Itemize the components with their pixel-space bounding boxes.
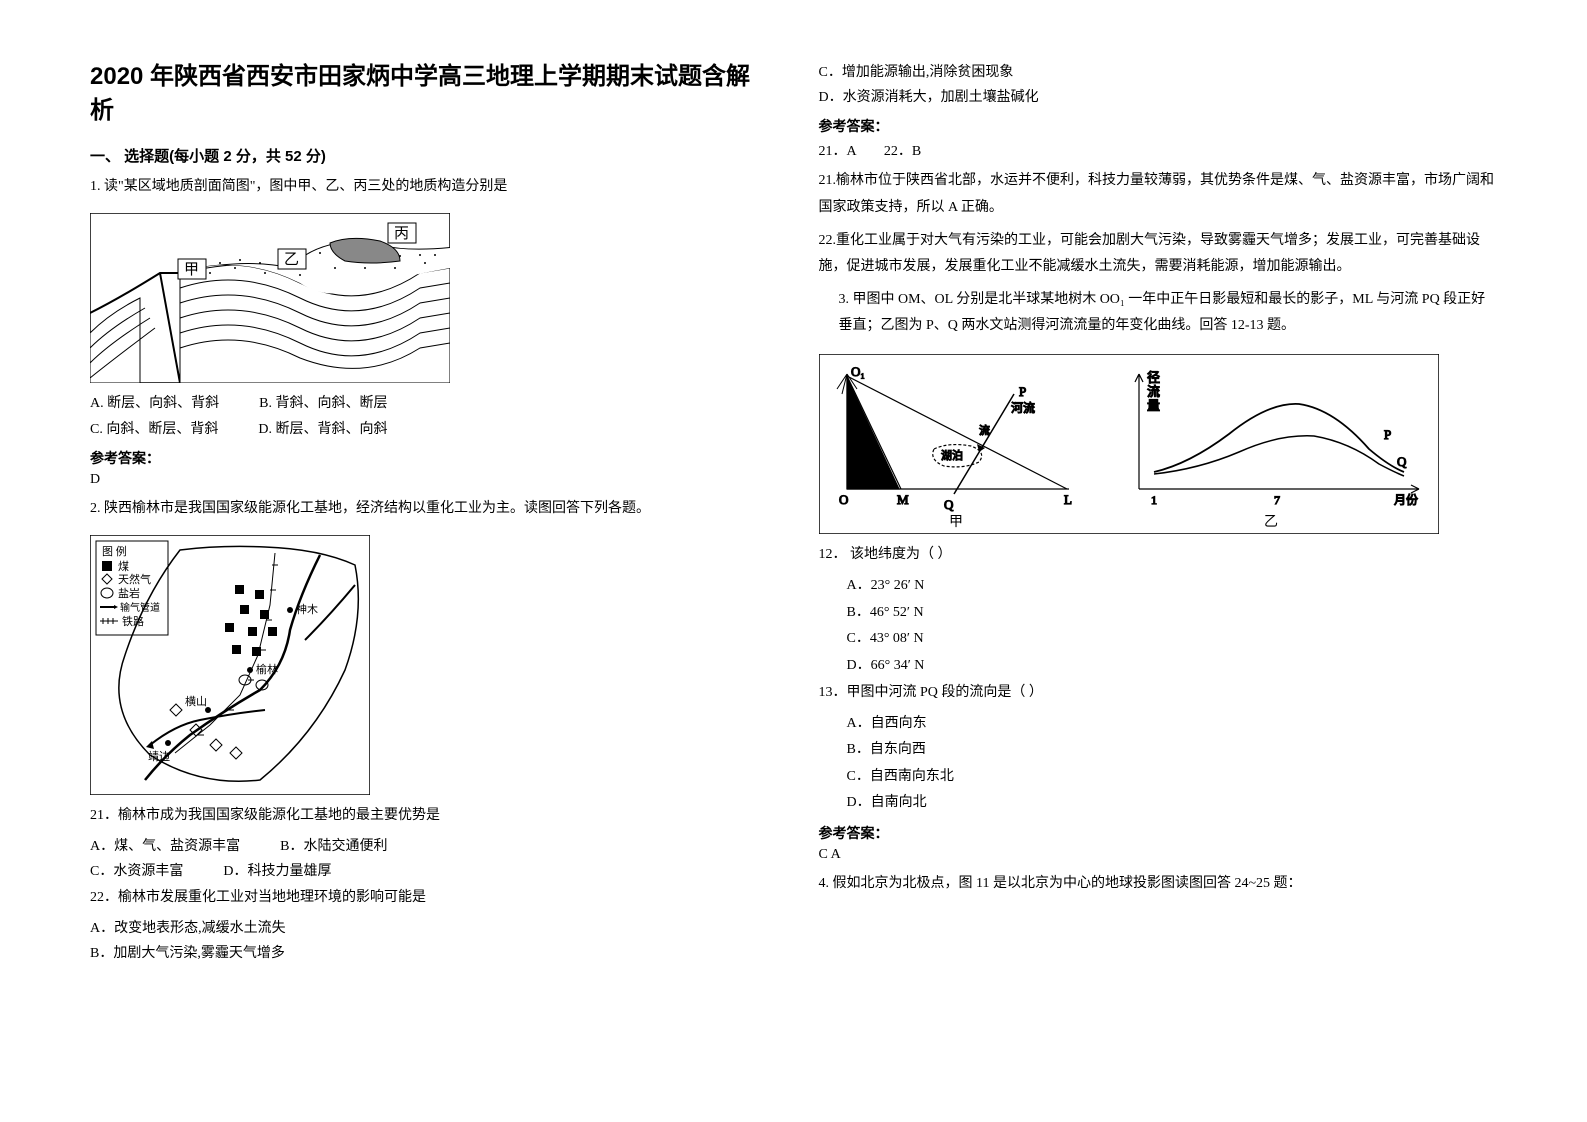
label-flow: 流 (979, 423, 990, 437)
q1-figure: 甲 乙 丙 (90, 213, 769, 383)
q1-options-row1: A. 断层、向斜、背斜 B. 背斜、向斜、断层 (90, 391, 769, 416)
legend-salt: 盐岩 (118, 586, 140, 600)
label-O: O (839, 492, 848, 507)
q12-optB: B．46° 52′ N (847, 600, 1498, 627)
q22-optC: C．增加能源输出,消除贫困现象 (819, 60, 1498, 85)
label-lake: 湖泊 (941, 449, 963, 462)
city-jingbian: 靖边 (148, 750, 170, 763)
xlabel: 月份 (1394, 493, 1418, 507)
legend-rail: 铁路 (122, 615, 144, 628)
q13-optA: A．自西向东 (847, 711, 1498, 738)
label-yi: 乙 (284, 252, 299, 268)
document-title: 2020 年陕西省西安市田家炳中学高三地理上学期期末试题含解析 (90, 60, 769, 127)
label-M: M (897, 492, 909, 507)
q12-optA: A．23° 26′ N (847, 573, 1498, 600)
q22-optB: B．加剧大气污染,雾霾天气增多 (90, 941, 769, 966)
q1-options-row2: C. 向斜、断层、背斜 D. 断层、背斜、向斜 (90, 417, 769, 442)
q1-optB: B. 背斜、向斜、断层 (259, 391, 387, 416)
q4-stem: 4. 假如北京为北极点，图 11 是以北京为中心的地球投影图读图回答 24~25… (819, 871, 1498, 896)
q1-answer-label: 参考答案： (90, 448, 769, 468)
label-L: L (1064, 492, 1072, 507)
legend-coal: 煤 (118, 560, 129, 573)
label-alpha: 3α (861, 473, 873, 485)
city-hengshan: 横山 (185, 694, 207, 708)
label-yi-caption: 乙 (1264, 514, 1278, 530)
q3-stem: 3. 甲图中 OM、OL 分别是北半球某地树木 OO₁ 一年中正午日影最短和最长… (839, 287, 1498, 340)
q2-answers: 21．A 22．B (819, 140, 1498, 160)
q3-answer-label: 参考答案： (819, 823, 1498, 843)
q1-optA: A. 断层、向斜、背斜 (90, 391, 219, 416)
q1-answer: D (90, 472, 769, 488)
q12-optC: C．43° 08′ N (847, 626, 1498, 653)
q21-options-row2: C．水资源丰富 D．科技力量雄厚 (90, 859, 769, 884)
q21-optD: D．科技力量雄厚 (223, 859, 331, 884)
label-Q-jia: Q (944, 497, 954, 512)
q3-answer: C A (819, 847, 1498, 863)
xtick-1: 1 (1151, 493, 1157, 507)
q2-answer-label: 参考答案： (819, 116, 1498, 136)
label-river: 河流 (1011, 401, 1035, 415)
ylabel1: 径 (1147, 370, 1160, 385)
label-Q: Q (1397, 454, 1407, 469)
q2-figure: 图 例 煤 天然气 盐岩 输气管道 铁路 (90, 535, 769, 795)
q21-optA: A．煤、气、盐资源丰富 (90, 834, 240, 859)
label-P-jia: P (1019, 384, 1026, 399)
yulin-map: 图 例 煤 天然气 盐岩 输气管道 铁路 (90, 535, 370, 795)
label-P: P (1384, 427, 1391, 442)
q21-optC: C．水资源丰富 (90, 859, 183, 884)
q13-optD: D．自南向北 (847, 790, 1498, 817)
section-header: 一、 选择题(每小题 2 分，共 52 分) (90, 145, 769, 166)
q2-exp1: 21.榆林市位于陕西省北部，水运并不便利，科技力量较薄弱，其优势条件是煤、气、盐… (819, 168, 1498, 221)
q2-stem: 2. 陕西榆林市是我国国家级能源化工基地，经济结构以重化工业为主。读图回答下列各… (90, 496, 769, 521)
q3-diagrams: O₁ O M L 3α P 河流 Q (819, 354, 1439, 534)
q21-options-row1: A．煤、气、盐资源丰富 B．水陆交通便利 (90, 834, 769, 859)
q12-stem: 12． 该地纬度为（ ） (819, 542, 1498, 567)
label-O1: O₁ (851, 364, 865, 379)
label-jia-caption: 甲 (949, 515, 963, 530)
ylabel3: 量 (1147, 398, 1160, 413)
right-column: C．增加能源输出,消除贫困现象 D．水资源消耗大，加剧土壤盐碱化 参考答案： 2… (819, 60, 1498, 1082)
legend-gas: 天然气 (118, 572, 151, 586)
q22-optA: A．改变地表形态,减缓水土流失 (90, 916, 769, 941)
q1-optD: D. 断层、背斜、向斜 (258, 417, 387, 442)
left-column: 2020 年陕西省西安市田家炳中学高三地理上学期期末试题含解析 一、 选择题(每… (90, 60, 769, 1082)
q3-figure: O₁ O M L 3α P 河流 Q (819, 354, 1498, 534)
q13-optB: B．自东向西 (847, 737, 1498, 764)
q1-stem: 1. 读"某区域地质剖面简图"，图中甲、乙、丙三处的地质构造分别是 (90, 174, 769, 199)
legend-title: 图 例 (102, 544, 127, 558)
q12-optD: D．66° 34′ N (847, 653, 1498, 680)
q13-optC: C．自西南向东北 (847, 764, 1498, 791)
ylabel2: 流 (1147, 384, 1160, 399)
geology-cross-section: 甲 乙 丙 (90, 213, 450, 383)
city-yulin: 榆林 (256, 662, 278, 676)
xtick-7: 7 (1274, 493, 1280, 507)
label-jia: 甲 (184, 262, 199, 278)
q1-optC: C. 向斜、断层、背斜 (90, 417, 218, 442)
q22-stem: 22．榆林市发展重化工业对当地地理环境的影响可能是 (90, 885, 769, 910)
q21-optB: B．水陆交通便利 (280, 834, 387, 859)
q21-stem: 21．榆林市成为我国国家级能源化工基地的最主要优势是 (90, 803, 769, 828)
legend-pipeline: 输气管道 (120, 601, 160, 614)
q22-optD: D．水资源消耗大，加剧土壤盐碱化 (819, 85, 1498, 110)
q2-exp2: 22.重化工业属于对大气有污染的工业，可能会加剧大气污染，导致雾霾天气增多；发展… (819, 228, 1498, 281)
q13-stem: 13．甲图中河流 PQ 段的流向是（ ） (819, 680, 1498, 705)
city-shenmu: 神木 (296, 602, 318, 616)
label-bing: 丙 (394, 226, 409, 242)
